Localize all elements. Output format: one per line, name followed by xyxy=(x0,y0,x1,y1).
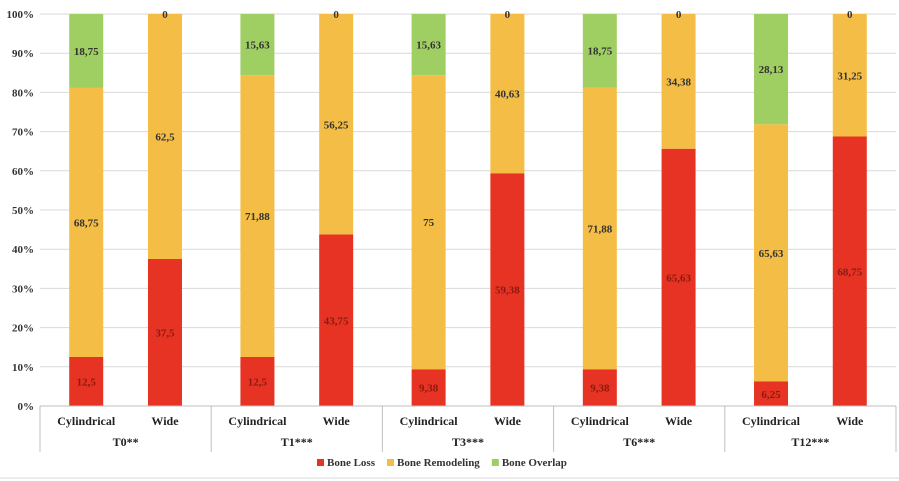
y-tick-label: 20% xyxy=(12,323,34,335)
legend-swatch xyxy=(387,459,394,466)
data-label: 65,63 xyxy=(759,248,784,260)
data-label: 6,25 xyxy=(761,389,781,401)
legend-swatch xyxy=(317,459,324,466)
stacked-bar-chart: 0% 10% 20% 30% 40% 50% 60% 70% 80% 90% 100% 12,5 68,… xyxy=(0,0,899,481)
x-group-label: T6*** xyxy=(623,435,655,449)
x-category-label: Cylindrical xyxy=(400,414,459,428)
x-category-label: Cylindrical xyxy=(571,414,630,428)
data-label: 9,38 xyxy=(419,383,439,395)
data-label: 9,38 xyxy=(590,383,610,395)
x-category-label: Cylindrical xyxy=(228,414,287,428)
data-label: 15,63 xyxy=(245,40,270,52)
y-tick-label: 0% xyxy=(18,401,35,413)
data-label: 68,75 xyxy=(837,266,862,278)
data-label: 12,5 xyxy=(77,377,97,389)
legend-label: Bone Loss xyxy=(327,457,376,469)
data-label: 71,88 xyxy=(245,211,270,223)
x-category-label: Wide xyxy=(151,414,179,428)
y-tick-label: 40% xyxy=(12,244,34,256)
x-group-label: T3*** xyxy=(452,435,484,449)
y-tick-label: 80% xyxy=(12,87,34,99)
x-group-label: T12*** xyxy=(791,435,829,449)
x-category-label: Wide xyxy=(323,414,351,428)
data-label: 0 xyxy=(676,9,682,21)
data-label: 43,75 xyxy=(324,315,349,327)
x-category-label: Cylindrical xyxy=(742,414,801,428)
data-label: 15,63 xyxy=(416,40,441,52)
data-label: 34,38 xyxy=(666,76,691,88)
data-label: 0 xyxy=(333,9,339,21)
y-tick-label: 30% xyxy=(12,283,34,295)
y-tick-label: 100% xyxy=(7,9,35,21)
y-tick-label: 70% xyxy=(12,127,34,139)
data-label: 28,13 xyxy=(759,64,784,76)
data-label: 37,5 xyxy=(155,328,175,340)
x-group-label: T0** xyxy=(113,435,139,449)
data-label: 71,88 xyxy=(587,223,612,235)
legend-swatch xyxy=(492,459,499,466)
data-label: 0 xyxy=(505,9,511,21)
x-category-label: Wide xyxy=(665,414,693,428)
data-label: 31,25 xyxy=(837,70,862,82)
x-category-label: Cylindrical xyxy=(57,414,116,428)
x-category-label: Wide xyxy=(494,414,522,428)
data-label: 75 xyxy=(423,217,435,229)
data-label: 0 xyxy=(847,9,853,21)
data-label: 68,75 xyxy=(74,217,99,229)
data-label: 65,63 xyxy=(666,272,691,284)
y-tick-label: 60% xyxy=(12,166,34,178)
data-label: 59,38 xyxy=(495,285,520,297)
x-group-label: T1*** xyxy=(281,435,313,449)
data-label: 12,5 xyxy=(248,377,268,389)
data-label: 0 xyxy=(162,9,168,21)
data-label: 18,75 xyxy=(587,46,612,58)
data-label: 56,25 xyxy=(324,119,349,131)
legend-label: Bone Overlap xyxy=(502,457,567,469)
y-tick-label: 10% xyxy=(12,362,34,374)
data-label: 40,63 xyxy=(495,89,520,101)
y-tick-label: 90% xyxy=(12,48,34,60)
y-tick-label: 50% xyxy=(12,205,34,217)
x-category-label: Wide xyxy=(836,414,864,428)
data-label: 18,75 xyxy=(74,46,99,58)
legend-label: Bone Remodeling xyxy=(397,457,480,469)
data-label: 62,5 xyxy=(155,132,175,144)
